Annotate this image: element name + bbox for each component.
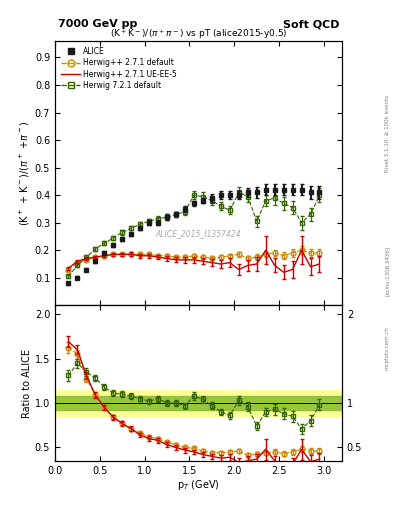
Text: 7000 GeV pp: 7000 GeV pp <box>58 19 137 29</box>
Y-axis label: (K$^+$ + K$^-$)/($\pi^+$ +$\pi^-$): (K$^+$ + K$^-$)/($\pi^+$ +$\pi^-$) <box>18 120 32 226</box>
Text: mcplots.cern.ch: mcplots.cern.ch <box>385 326 390 370</box>
Text: [arXiv:1306.3436]: [arXiv:1306.3436] <box>385 246 390 296</box>
Title: (K$^+$K$^-$)/($\pi^+$$\pi^-$) vs pT (alice2015-y0.5): (K$^+$K$^-$)/($\pi^+$$\pi^-$) vs pT (ali… <box>110 27 287 41</box>
Text: Soft QCD: Soft QCD <box>283 19 339 29</box>
Bar <box>55 396 342 410</box>
Y-axis label: Ratio to ALICE: Ratio to ALICE <box>22 349 32 418</box>
X-axis label: p$_T$ (GeV): p$_T$ (GeV) <box>177 478 220 493</box>
Text: ALICE_2015_I1357424: ALICE_2015_I1357424 <box>156 229 241 239</box>
Legend: ALICE, Herwig++ 2.7.1 default, Herwig++ 2.7.1 UE-EE-5, Herwig 7.2.1 default: ALICE, Herwig++ 2.7.1 default, Herwig++ … <box>59 45 179 92</box>
Text: Rivet 3.1.10, ≥ 100k events: Rivet 3.1.10, ≥ 100k events <box>385 95 390 172</box>
Bar <box>55 390 342 416</box>
